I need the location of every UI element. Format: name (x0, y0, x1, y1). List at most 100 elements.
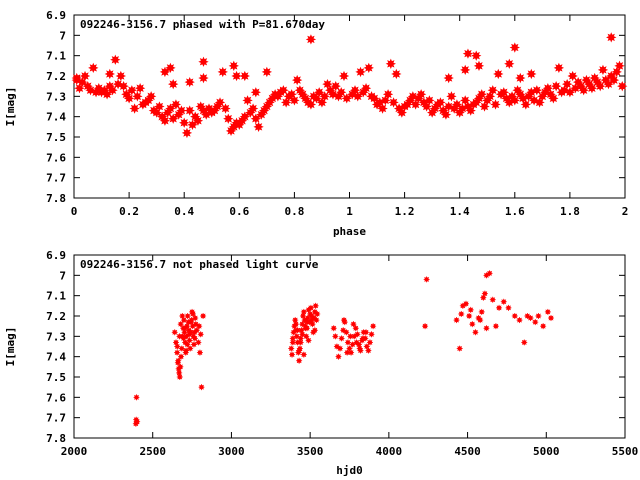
data-point (344, 338, 352, 346)
y-tick-label: 7.5 (46, 131, 66, 144)
data-point (191, 334, 199, 342)
data-point (190, 340, 198, 348)
data-point (462, 300, 470, 308)
y-tick-label: 7 (59, 269, 66, 282)
data-point (457, 310, 465, 318)
data-point (548, 93, 559, 104)
data-point (446, 91, 457, 102)
y-tick-label: 7.8 (46, 192, 66, 205)
data-point (347, 349, 355, 357)
data-point (526, 68, 537, 80)
data-point (561, 78, 573, 90)
data-point (355, 66, 366, 78)
data-point (481, 290, 489, 298)
data-point (292, 320, 300, 328)
data-point (377, 103, 388, 114)
data-point (217, 66, 228, 78)
data-point (186, 336, 194, 344)
data-point (366, 338, 374, 346)
data-point (154, 101, 165, 112)
data-point (126, 85, 138, 96)
data-point (330, 81, 341, 92)
data-point (478, 308, 486, 316)
data-point (353, 338, 361, 346)
x-tick-label: 5500 (612, 445, 639, 458)
data-point (597, 64, 609, 76)
data-point (180, 334, 188, 342)
data-point (291, 74, 303, 86)
data-point (129, 103, 140, 114)
y-tick-label: 6.9 (46, 9, 66, 22)
data-point (289, 334, 297, 342)
data-point (186, 345, 194, 353)
data-point (134, 83, 146, 94)
data-point (319, 91, 330, 102)
data-point (189, 310, 197, 318)
data-point (504, 304, 513, 312)
plot-frame (73, 254, 626, 439)
data-point (311, 326, 319, 334)
y-tick-label: 7.5 (46, 371, 66, 384)
data-point (184, 105, 195, 116)
data-point (287, 345, 295, 353)
data-point (198, 72, 209, 84)
data-point (71, 74, 82, 86)
data-point (288, 351, 296, 359)
data-point (177, 353, 185, 361)
chart-title: 092246-3156.7 not phased light curve (80, 258, 319, 271)
data-point (415, 89, 427, 100)
data-point (471, 328, 479, 336)
data-point (382, 89, 394, 100)
data-point (617, 81, 628, 92)
y-tick-label: 6.9 (46, 249, 66, 262)
y-tick-label: 7.2 (46, 70, 66, 83)
data-point (228, 60, 239, 71)
data-point (107, 85, 118, 96)
data-point (349, 340, 357, 348)
y-tick-label: 7.8 (46, 432, 66, 445)
data-point (307, 304, 315, 312)
data-point (123, 93, 135, 104)
data-point (297, 338, 305, 346)
x-tick-label: 2 (622, 205, 629, 218)
data-point (487, 85, 498, 96)
data-point (110, 54, 121, 65)
data-point (330, 324, 338, 332)
data-point (184, 312, 192, 320)
data-point (312, 302, 320, 310)
y-tick-label: 7.2 (46, 310, 66, 323)
data-point (247, 103, 259, 114)
data-point (278, 85, 289, 96)
data-point (473, 60, 485, 71)
data-point (295, 357, 303, 365)
phased-light-curve-panel: 6.9 7 7.1 7.2 7.3 7.4 7.5 7.6 7.7 7.8 0 0.2 0.4 0.6 0.… (4, 9, 628, 238)
data-point (509, 42, 520, 53)
data-point (338, 334, 346, 342)
data-point (185, 330, 193, 338)
data-point (360, 83, 372, 94)
x-tick-label: 4500 (454, 445, 481, 458)
x-axis-label: phase (333, 225, 366, 238)
x-tick-label: 0.4 (174, 205, 194, 218)
data-point (338, 70, 350, 82)
y-tick-label: 7.7 (46, 172, 66, 185)
data-point (356, 345, 364, 353)
data-point (606, 32, 617, 43)
data-point (465, 312, 473, 320)
x-tick-label: 1.8 (560, 205, 580, 218)
data-point (423, 275, 431, 283)
data-point (539, 322, 547, 330)
data-point (118, 81, 129, 92)
x-tick-label: 1.2 (395, 205, 415, 218)
data-point (198, 383, 206, 391)
data-point (509, 95, 520, 106)
data-point (489, 296, 497, 304)
data-point (520, 338, 528, 346)
data-point (193, 326, 201, 334)
y-axis-label: I[mag] (4, 87, 17, 127)
data-point (239, 70, 250, 82)
data-point (300, 308, 308, 316)
data-point (567, 70, 578, 82)
data-point (305, 336, 313, 344)
y-tick-label: 7.4 (46, 351, 66, 364)
